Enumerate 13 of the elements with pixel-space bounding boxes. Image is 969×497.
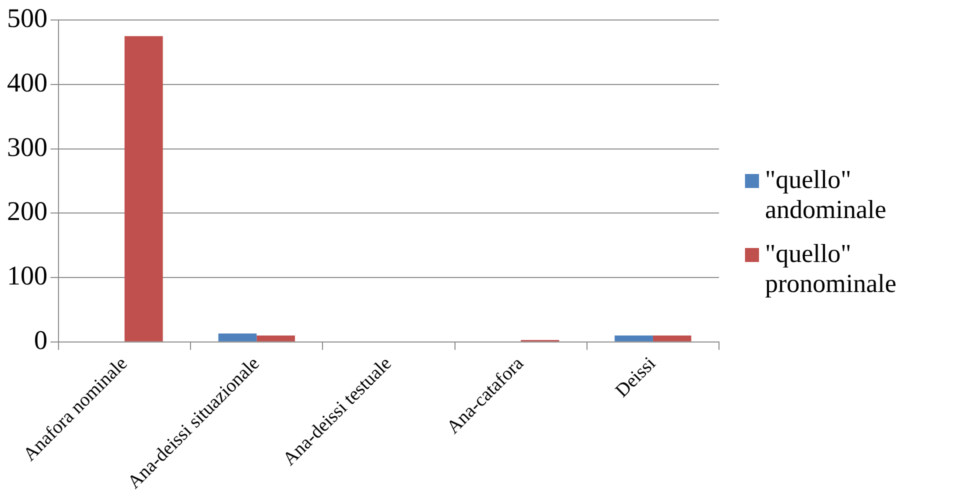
- y-tick-label: 0: [34, 324, 48, 355]
- y-tick-label: 400: [7, 67, 48, 98]
- bar: [218, 334, 257, 342]
- y-tick-label: 300: [7, 132, 48, 162]
- y-tick-label: 100: [7, 260, 48, 291]
- y-tick-label: 200: [7, 196, 48, 226]
- bar: [124, 36, 163, 342]
- legend-label: "quello" andominale: [765, 165, 888, 225]
- bar: [614, 335, 653, 342]
- legend-label: "quello" pronominale: [765, 239, 898, 299]
- y-tick-label: 500: [7, 3, 48, 34]
- bar: [652, 335, 692, 342]
- bar: [256, 335, 295, 342]
